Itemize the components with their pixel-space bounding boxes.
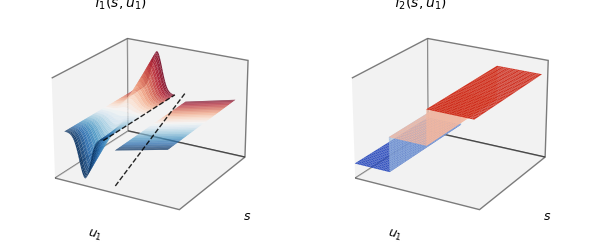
X-axis label: $u_1$: $u_1$ [86, 227, 103, 243]
X-axis label: $u_1$: $u_1$ [386, 227, 404, 243]
Text: $f_2(s, u_1)$: $f_2(s, u_1)$ [394, 0, 447, 12]
Y-axis label: $s$: $s$ [544, 210, 551, 223]
Y-axis label: $s$: $s$ [243, 210, 252, 223]
Text: $f_1(s, u_1)$: $f_1(s, u_1)$ [94, 0, 147, 12]
